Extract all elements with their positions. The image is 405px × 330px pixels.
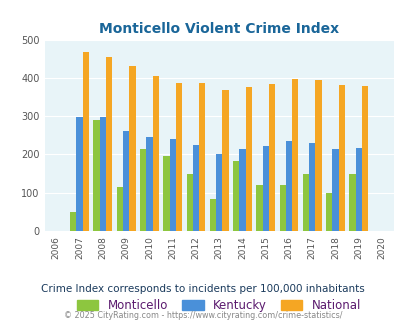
Bar bbox=[192, 145, 198, 231]
Bar bbox=[116, 187, 123, 231]
Bar bbox=[332, 149, 338, 231]
Bar bbox=[309, 143, 315, 231]
Bar bbox=[186, 174, 192, 231]
Bar bbox=[361, 85, 367, 231]
Bar bbox=[292, 79, 298, 231]
Bar bbox=[123, 131, 129, 231]
Bar bbox=[355, 148, 361, 231]
Bar bbox=[106, 57, 112, 231]
Bar bbox=[163, 155, 169, 231]
Bar bbox=[146, 137, 152, 231]
Bar bbox=[245, 87, 252, 231]
Bar bbox=[175, 83, 182, 231]
Bar bbox=[140, 149, 146, 231]
Text: © 2025 CityRating.com - https://www.cityrating.com/crime-statistics/: © 2025 CityRating.com - https://www.city… bbox=[64, 312, 341, 320]
Bar bbox=[209, 199, 215, 231]
Bar bbox=[152, 76, 158, 231]
Bar bbox=[239, 149, 245, 231]
Bar bbox=[325, 193, 332, 231]
Bar bbox=[76, 117, 83, 231]
Bar bbox=[315, 80, 321, 231]
Bar bbox=[70, 212, 76, 231]
Bar bbox=[279, 185, 285, 231]
Bar bbox=[129, 66, 135, 231]
Text: Crime Index corresponds to incidents per 100,000 inhabitants: Crime Index corresponds to incidents per… bbox=[41, 284, 364, 294]
Bar bbox=[93, 120, 100, 231]
Bar bbox=[198, 83, 205, 231]
Legend: Monticello, Kentucky, National: Monticello, Kentucky, National bbox=[72, 294, 365, 317]
Bar bbox=[338, 85, 344, 231]
Bar bbox=[83, 52, 89, 231]
Bar bbox=[262, 146, 268, 231]
Title: Monticello Violent Crime Index: Monticello Violent Crime Index bbox=[99, 22, 339, 36]
Bar bbox=[169, 139, 175, 231]
Bar bbox=[302, 174, 309, 231]
Bar bbox=[285, 141, 292, 231]
Bar bbox=[349, 174, 355, 231]
Bar bbox=[268, 84, 275, 231]
Bar bbox=[222, 90, 228, 231]
Bar bbox=[100, 117, 106, 231]
Bar bbox=[256, 185, 262, 231]
Bar bbox=[232, 161, 239, 231]
Bar bbox=[215, 154, 222, 231]
